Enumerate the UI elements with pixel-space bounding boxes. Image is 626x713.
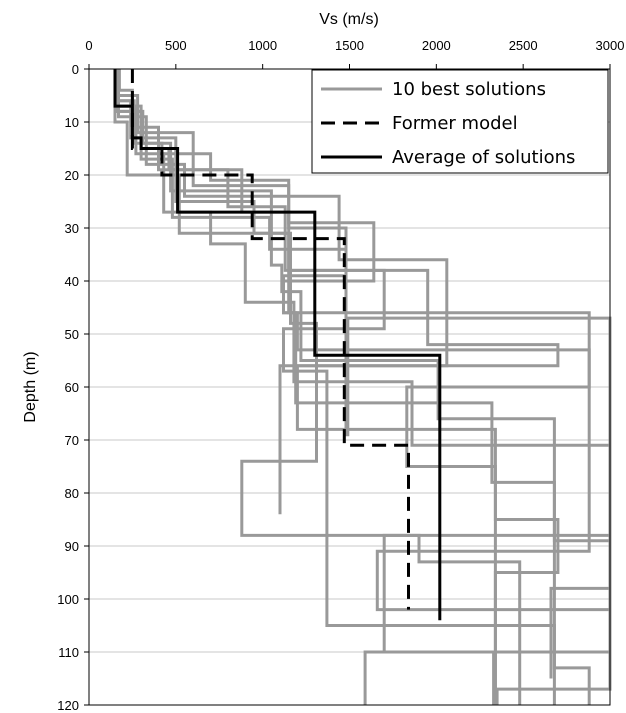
y-tick-label: 90 [65, 539, 79, 554]
solution-series-4 [113, 69, 612, 705]
y-tick-label: 20 [65, 168, 79, 183]
average-series [113, 69, 442, 621]
legend-label-former: Former model [392, 113, 518, 134]
x-tick-label: 0 [85, 38, 92, 53]
x-axis-ticks: 0 500 1000 1500 2000 2500 3000 [85, 38, 624, 69]
x-tick-label: 2000 [422, 38, 451, 53]
legend-label-solutions: 10 best solutions [392, 79, 546, 100]
x-tick-label: 3000 [596, 38, 625, 53]
x-tick-label: 1000 [248, 38, 277, 53]
y-tick-label: 60 [65, 380, 79, 395]
y-tick-label: 50 [65, 327, 79, 342]
y-tick-label: 120 [57, 698, 79, 713]
x-tick-label: 2500 [509, 38, 538, 53]
y-tick-label: 80 [65, 486, 79, 501]
y-tick-label: 0 [72, 62, 79, 77]
y-axis-ticks: 0 10 20 30 40 50 60 70 80 90 100 110 120 [57, 62, 89, 713]
legend-label-average: Average of solutions [392, 147, 575, 168]
x-tick-label: 1500 [335, 38, 364, 53]
solution-series-7 [115, 69, 522, 705]
x-axis-title: Vs (m/s) [319, 11, 379, 28]
y-tick-label: 10 [65, 115, 79, 130]
y-axis-title: Depth (m) [22, 351, 39, 422]
x-tick-label: 500 [165, 38, 187, 53]
y-tick-label: 70 [65, 433, 79, 448]
legend: 10 best solutions Former model Average o… [311, 69, 609, 174]
y-tick-label: 30 [65, 221, 79, 236]
y-tick-label: 110 [58, 645, 79, 660]
y-tick-label: 100 [57, 592, 79, 607]
y-tick-label: 40 [65, 274, 79, 289]
solution-series-10 [114, 69, 556, 705]
